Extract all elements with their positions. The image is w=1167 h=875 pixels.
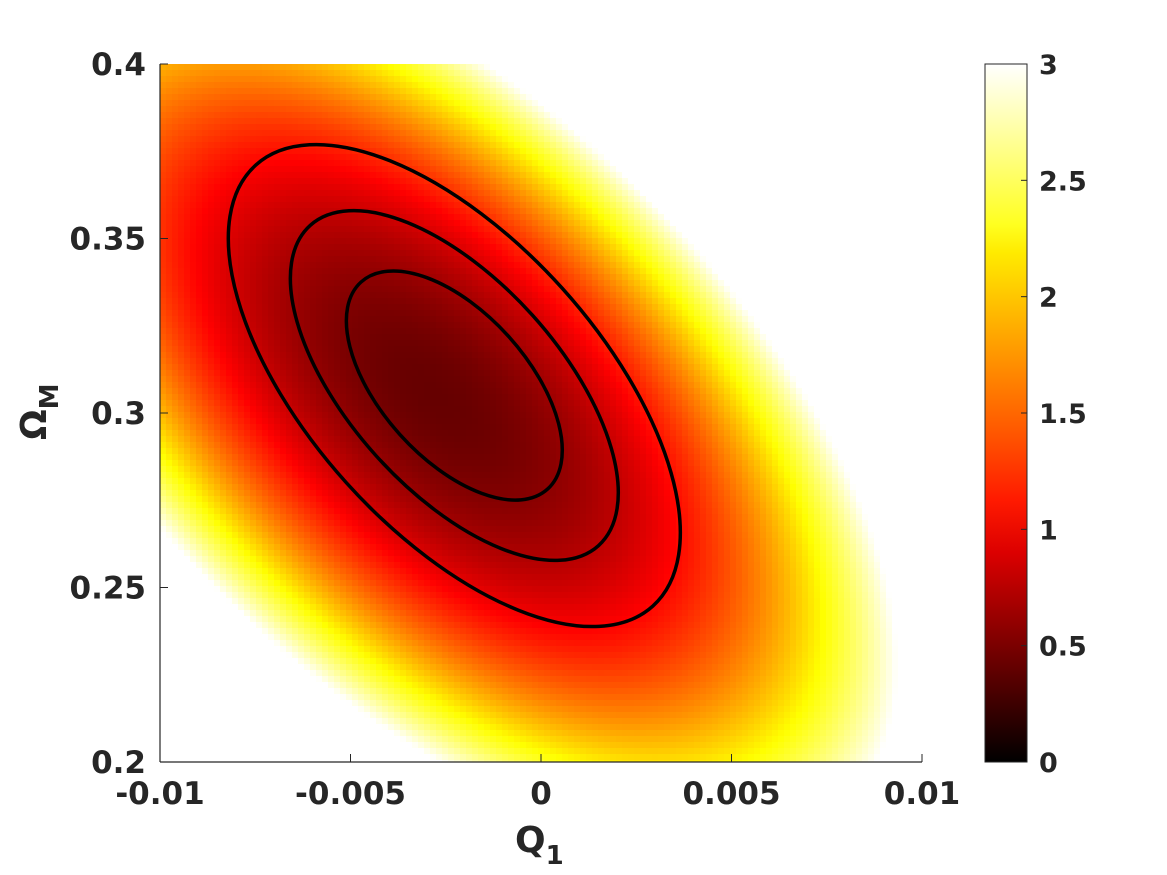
y-tick-label: 0.3 xyxy=(91,396,146,432)
colorbar-tick-label: 0.5 xyxy=(1039,632,1087,663)
colorbar-tick-label: 1 xyxy=(1039,515,1058,546)
colorbar-tick-label: 2 xyxy=(1039,283,1058,314)
x-tick-label: 0.01 xyxy=(884,776,961,812)
colorbar-tick-label: 2.5 xyxy=(1039,166,1087,197)
y-axis-title: ΩM xyxy=(14,384,65,440)
x-tick-label: 0.005 xyxy=(682,776,780,812)
heatmap-surface xyxy=(160,64,923,767)
colorbar: 0 0.5 1 1.5 2 2.5 3 xyxy=(985,50,1087,779)
y-tick-label: 0.35 xyxy=(70,222,147,258)
colorbar-gradient xyxy=(985,64,1027,762)
y-tick-label: 0.2 xyxy=(91,745,146,781)
x-tick-label: 0 xyxy=(530,776,552,812)
x-tick-label: -0.005 xyxy=(295,776,406,812)
colorbar-tick-label: 3 xyxy=(1039,50,1058,81)
x-tick-label: -0.01 xyxy=(115,776,204,812)
x-axis-title: Q1 xyxy=(515,820,564,871)
colorbar-tick-label: 1.5 xyxy=(1039,399,1087,430)
colorbar-tick-label: 0 xyxy=(1039,748,1058,779)
y-tick-label: 0.4 xyxy=(91,47,146,83)
y-tick-label: 0.25 xyxy=(70,571,147,607)
